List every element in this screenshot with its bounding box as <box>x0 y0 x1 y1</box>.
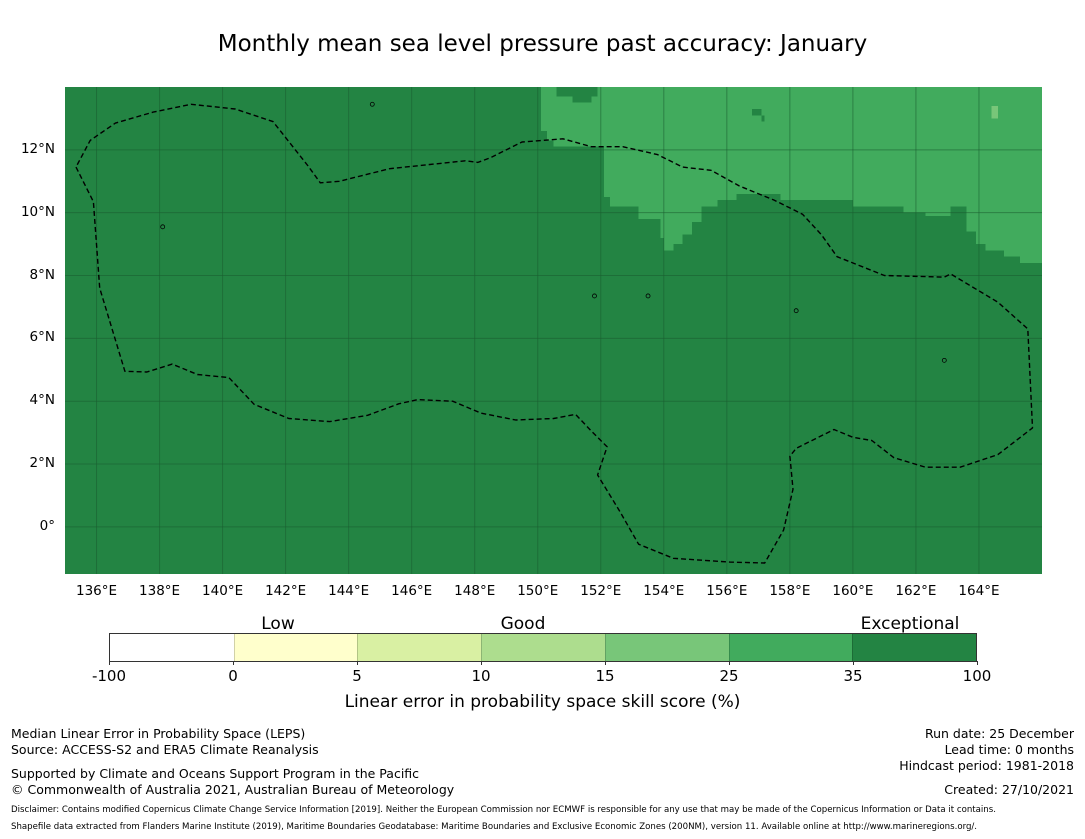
colorbar-category-low: Low <box>261 614 295 634</box>
colorbar-segment <box>481 634 605 661</box>
lead-time: Lead time: 0 months <box>944 742 1074 757</box>
island-outline <box>592 293 597 299</box>
colorbar-tick-label: 0 <box>228 667 238 685</box>
latitude-tick-label: 4°N <box>29 392 55 409</box>
latitude-tick-label: 8°N <box>29 266 55 283</box>
leps-description: Median Linear Error in Probability Space… <box>11 726 306 741</box>
disclaimer: Disclaimer: Contains modified Copernicus… <box>11 805 996 815</box>
run-info: Run date: 25 December Lead time: 0 month… <box>899 726 1074 774</box>
skill-region-35-100 <box>556 87 598 103</box>
chart-title: Monthly mean sea level pressure past acc… <box>217 31 868 57</box>
data-source: Source: ACCESS-S2 and ERA5 Climate Reana… <box>11 742 319 757</box>
longitude-tick-label: 148°E <box>454 583 496 599</box>
island-outline <box>941 357 947 363</box>
colorbar-category-exceptional: Exceptional <box>860 614 960 634</box>
colorbar-segment <box>728 634 853 661</box>
latitude-tick-label: 12°N <box>20 140 55 157</box>
colorbar-segment <box>852 634 977 661</box>
latitude-tick-label: 10°N <box>20 203 55 220</box>
colorbar-tick-label: -100 <box>91 667 127 685</box>
colorbar-tick-label: 25 <box>719 667 739 685</box>
skill-region-35-100 <box>752 109 765 122</box>
longitude-tick-label: 154°E <box>643 583 685 599</box>
colorbar-label: Linear error in probability space skill … <box>344 692 741 712</box>
latitude-tick-label: 6°N <box>29 329 55 346</box>
latitude-tick-label: 2°N <box>29 455 55 472</box>
longitude-tick-label: 162°E <box>895 583 937 599</box>
longitude-tick-label: 138°E <box>139 583 181 599</box>
longitude-tick-label: 140°E <box>202 583 244 599</box>
colorbar-tick-label: 100 <box>962 667 992 685</box>
island-outline <box>793 308 799 314</box>
longitude-tick-label: 160°E <box>832 583 874 599</box>
colorbar <box>109 633 977 662</box>
colorbar-tick-mark <box>729 661 730 665</box>
longitude-tick-label: 146°E <box>391 583 433 599</box>
island-outline <box>645 293 651 299</box>
colorbar-tick-mark <box>109 661 110 665</box>
longitude-tick-label: 136°E <box>75 583 118 599</box>
colorbar-segment <box>233 634 358 661</box>
latitude-tick-label: 0° <box>39 517 55 534</box>
hindcast-period: Hindcast period: 1981-2018 <box>899 758 1074 773</box>
colorbar-tick-label: 35 <box>843 667 863 685</box>
colorbar-segment <box>110 634 234 661</box>
colorbar-segment <box>604 634 729 661</box>
leps-source-text: Median Linear Error in Probability Space… <box>11 726 319 758</box>
longitude-tick-label: 158°E <box>769 583 811 599</box>
eez-boundary <box>75 103 1034 564</box>
longitude-tick-label: 156°E <box>706 583 748 599</box>
shapefile-credit: Shapefile data extracted from Flanders M… <box>11 822 978 832</box>
colorbar-category-good: Good <box>500 614 546 634</box>
skill-region-15-25 <box>991 105 998 119</box>
colorbar-segment <box>357 634 482 661</box>
colorbar-tick-label: 10 <box>471 667 491 685</box>
colorbar-tick-mark <box>481 661 482 665</box>
colorbar-tick-label: 15 <box>595 667 615 685</box>
support-program: Supported by Climate and Oceans Support … <box>11 766 420 781</box>
colorbar-tick-mark <box>853 661 854 665</box>
support-copyright-text: Supported by Climate and Oceans Support … <box>11 766 454 798</box>
longitude-tick-label: 150°E <box>517 583 559 599</box>
longitude-tick-label: 152°E <box>580 583 622 599</box>
run-date: Run date: 25 December <box>924 726 1074 741</box>
copyright: © Commonwealth of Australia 2021, Austra… <box>11 782 455 797</box>
island-outline <box>50 545 54 549</box>
colorbar-tick-label: 5 <box>352 667 362 685</box>
colorbar-tick-mark <box>233 661 234 665</box>
colorbar-tick-mark <box>357 661 358 665</box>
longitude-tick-label: 142°E <box>265 583 307 599</box>
longitude-tick-label: 164°E <box>958 583 1000 599</box>
island-outline <box>369 101 375 107</box>
skill-region-25-35 <box>540 87 1042 263</box>
created-date: Created: 27/10/2021 <box>944 782 1074 797</box>
colorbar-tick-mark <box>605 661 606 665</box>
colorbar-tick-mark <box>977 661 978 665</box>
island-outline <box>160 224 166 230</box>
longitude-tick-label: 144°E <box>328 583 370 599</box>
